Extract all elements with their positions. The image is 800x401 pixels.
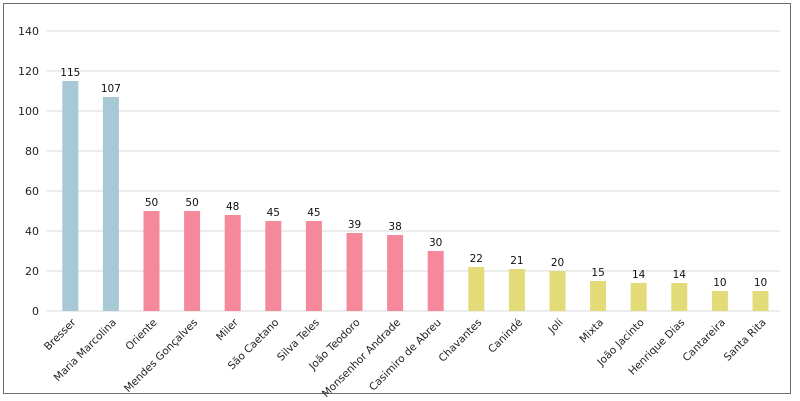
bar xyxy=(630,283,647,311)
y-tick-label: 0 xyxy=(32,305,39,318)
bar xyxy=(508,269,525,311)
bar xyxy=(671,283,688,311)
data-label: 15 xyxy=(591,267,604,279)
bar xyxy=(143,211,160,311)
x-tick-label: Casimiro de Abreu xyxy=(367,317,444,394)
bar xyxy=(305,221,322,311)
data-label: 45 xyxy=(267,207,280,219)
data-label: 115 xyxy=(60,67,80,79)
y-tick-label: 40 xyxy=(25,225,39,238)
data-label: 10 xyxy=(713,277,726,289)
data-label: 20 xyxy=(551,257,564,269)
bar xyxy=(265,221,282,311)
x-tick-label: Miler xyxy=(214,316,241,343)
data-label: 38 xyxy=(388,221,401,233)
data-label: 50 xyxy=(145,197,158,209)
bar xyxy=(427,251,444,311)
y-tick-label: 60 xyxy=(25,185,39,198)
y-tick-label: 80 xyxy=(25,145,39,158)
bar xyxy=(224,215,241,311)
data-label: 14 xyxy=(673,269,687,281)
bar xyxy=(62,81,79,311)
gridlines xyxy=(47,30,780,312)
x-tick-label: Chavantes xyxy=(436,317,484,365)
data-label: 39 xyxy=(348,219,361,231)
bar xyxy=(184,211,201,311)
data-label: 14 xyxy=(632,269,646,281)
data-label: 48 xyxy=(226,201,239,213)
chart-frame xyxy=(3,3,791,394)
x-tick-label: Monsenhor Andrade xyxy=(320,317,403,400)
x-tick-label: Oriente xyxy=(123,317,159,353)
x-tick-label: Mendes Gonçalves xyxy=(122,317,200,395)
data-label: 22 xyxy=(470,253,483,265)
y-axis-ticks: 0 20 40 60 80 100 120 140 xyxy=(18,25,39,318)
bar xyxy=(549,271,566,311)
x-tick-label: Canindé xyxy=(486,317,525,356)
bar xyxy=(102,97,119,311)
x-tick-label: Mixta xyxy=(577,317,606,346)
y-tick-label: 20 xyxy=(25,265,39,278)
y-tick-label: 140 xyxy=(18,25,39,38)
data-label: 107 xyxy=(101,83,121,95)
bar xyxy=(468,267,485,311)
x-tick-label: Santa Rita xyxy=(722,317,769,364)
bar xyxy=(752,291,769,311)
data-label: 50 xyxy=(185,197,198,209)
data-label: 30 xyxy=(429,237,442,249)
data-label: 21 xyxy=(510,255,523,267)
data-label: 10 xyxy=(754,277,767,289)
data-label: 45 xyxy=(307,207,320,219)
y-tick-label: 120 xyxy=(18,65,39,78)
y-tick-label: 100 xyxy=(18,105,39,118)
x-tick-label: Cantareira xyxy=(681,317,729,365)
bar xyxy=(346,233,363,311)
bar xyxy=(590,281,607,311)
x-tick-label: Joli xyxy=(546,317,566,337)
data-labels: 115 107 50 50 48 45 45 39 38 30 22 21 20 15 14 14 10 10 xyxy=(60,67,767,289)
x-tick-label: Bresser xyxy=(42,316,79,353)
bar xyxy=(711,291,728,311)
bars xyxy=(62,81,769,311)
bar xyxy=(387,235,404,311)
